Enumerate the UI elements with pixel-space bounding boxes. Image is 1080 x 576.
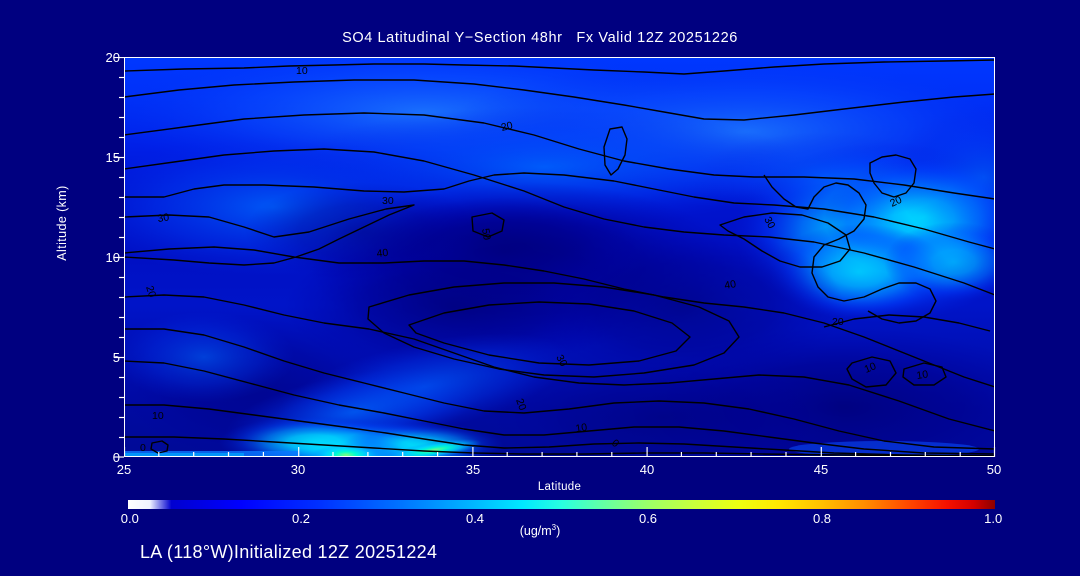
caption-degree: °W: [202, 542, 228, 562]
page-title: SO4 Latitudinal Y−Section 48hr Fx Valid …: [342, 30, 738, 46]
contour-label: 30: [761, 215, 777, 231]
contour-label: 30: [382, 195, 394, 207]
contour-plot: 10 20 20 30 30 30 40 40 50 20 20 30 20 1…: [124, 57, 995, 457]
contour-fill-layer: [124, 57, 995, 457]
units-prefix: (ug/m: [519, 524, 552, 539]
y-tick-label: 10: [105, 250, 120, 265]
colorbar-gradient: [128, 500, 995, 509]
contour-label: 10: [916, 368, 929, 382]
contour-label: 10: [863, 360, 878, 376]
x-tick-label: 35: [465, 462, 481, 477]
contour-label: 20: [832, 316, 844, 328]
colorbar-tick-label: 0.8: [812, 511, 832, 526]
contour-line-layer: [124, 59, 995, 457]
colorbar-units-label: (ug/m3): [0, 523, 1080, 538]
y-axis-label: Altitude (km): [55, 185, 69, 261]
caption-suffix: )Initialized 12Z 20251224: [227, 542, 438, 562]
colorbar: [128, 500, 995, 509]
x-tick-label: 30: [290, 462, 306, 477]
colorbar-tick-label: 0.0: [120, 511, 139, 526]
contour-label: 30: [157, 211, 170, 225]
colorbar-tick-label: 0.6: [638, 511, 658, 526]
x-axis-ticks: 25 30 35 40 45 50: [117, 462, 1001, 482]
contour-label: 20: [143, 284, 158, 299]
colorbar-tick-label: 1.0: [984, 511, 1003, 526]
y-tick-label: 20: [105, 50, 120, 65]
figure-caption: LA (118°W)Initialized 12Z 20251224: [140, 542, 437, 563]
contour-label: 20: [500, 119, 514, 134]
colorbar-tick-label: 0.2: [291, 511, 311, 526]
y-tick-label: 15: [105, 150, 120, 165]
x-tick-label: 45: [813, 462, 829, 477]
contour-labels: 10 20 20 30 30 30 40 40 50 20 20 30 20 1…: [140, 65, 929, 454]
contour-label: 20: [513, 397, 528, 412]
x-tick-label: 40: [639, 462, 655, 477]
x-tick-label: 50: [986, 462, 1002, 477]
contour-label: 40: [723, 278, 737, 292]
units-exponent: 3: [551, 523, 557, 532]
contour-label: 10: [296, 65, 308, 77]
contour-label: 30: [553, 353, 569, 369]
contour-label: 0: [140, 442, 146, 454]
contour-label: 10: [575, 421, 588, 435]
contour-label: 40: [376, 247, 389, 260]
colorbar-ticks: 0.0 0.2 0.4 0.6 0.8 1.0: [121, 511, 1002, 531]
contour-label: 20: [888, 194, 904, 210]
contour-label: 50: [479, 227, 493, 241]
x-axis-label: Latitude: [537, 481, 582, 493]
colorbar-tick-label: 0.4: [465, 511, 485, 526]
units-suffix: ): [556, 524, 561, 539]
x-tick-label: 25: [116, 462, 132, 477]
caption-prefix: LA (118: [140, 542, 203, 562]
contour-label: 10: [152, 410, 164, 422]
x-axis-tickmarks: [124, 447, 996, 457]
contour-plot-svg: 10 20 20 30 30 30 40 40 50 20 20 30 20 1…: [124, 57, 995, 457]
y-axis-tickmarks: [114, 57, 124, 458]
